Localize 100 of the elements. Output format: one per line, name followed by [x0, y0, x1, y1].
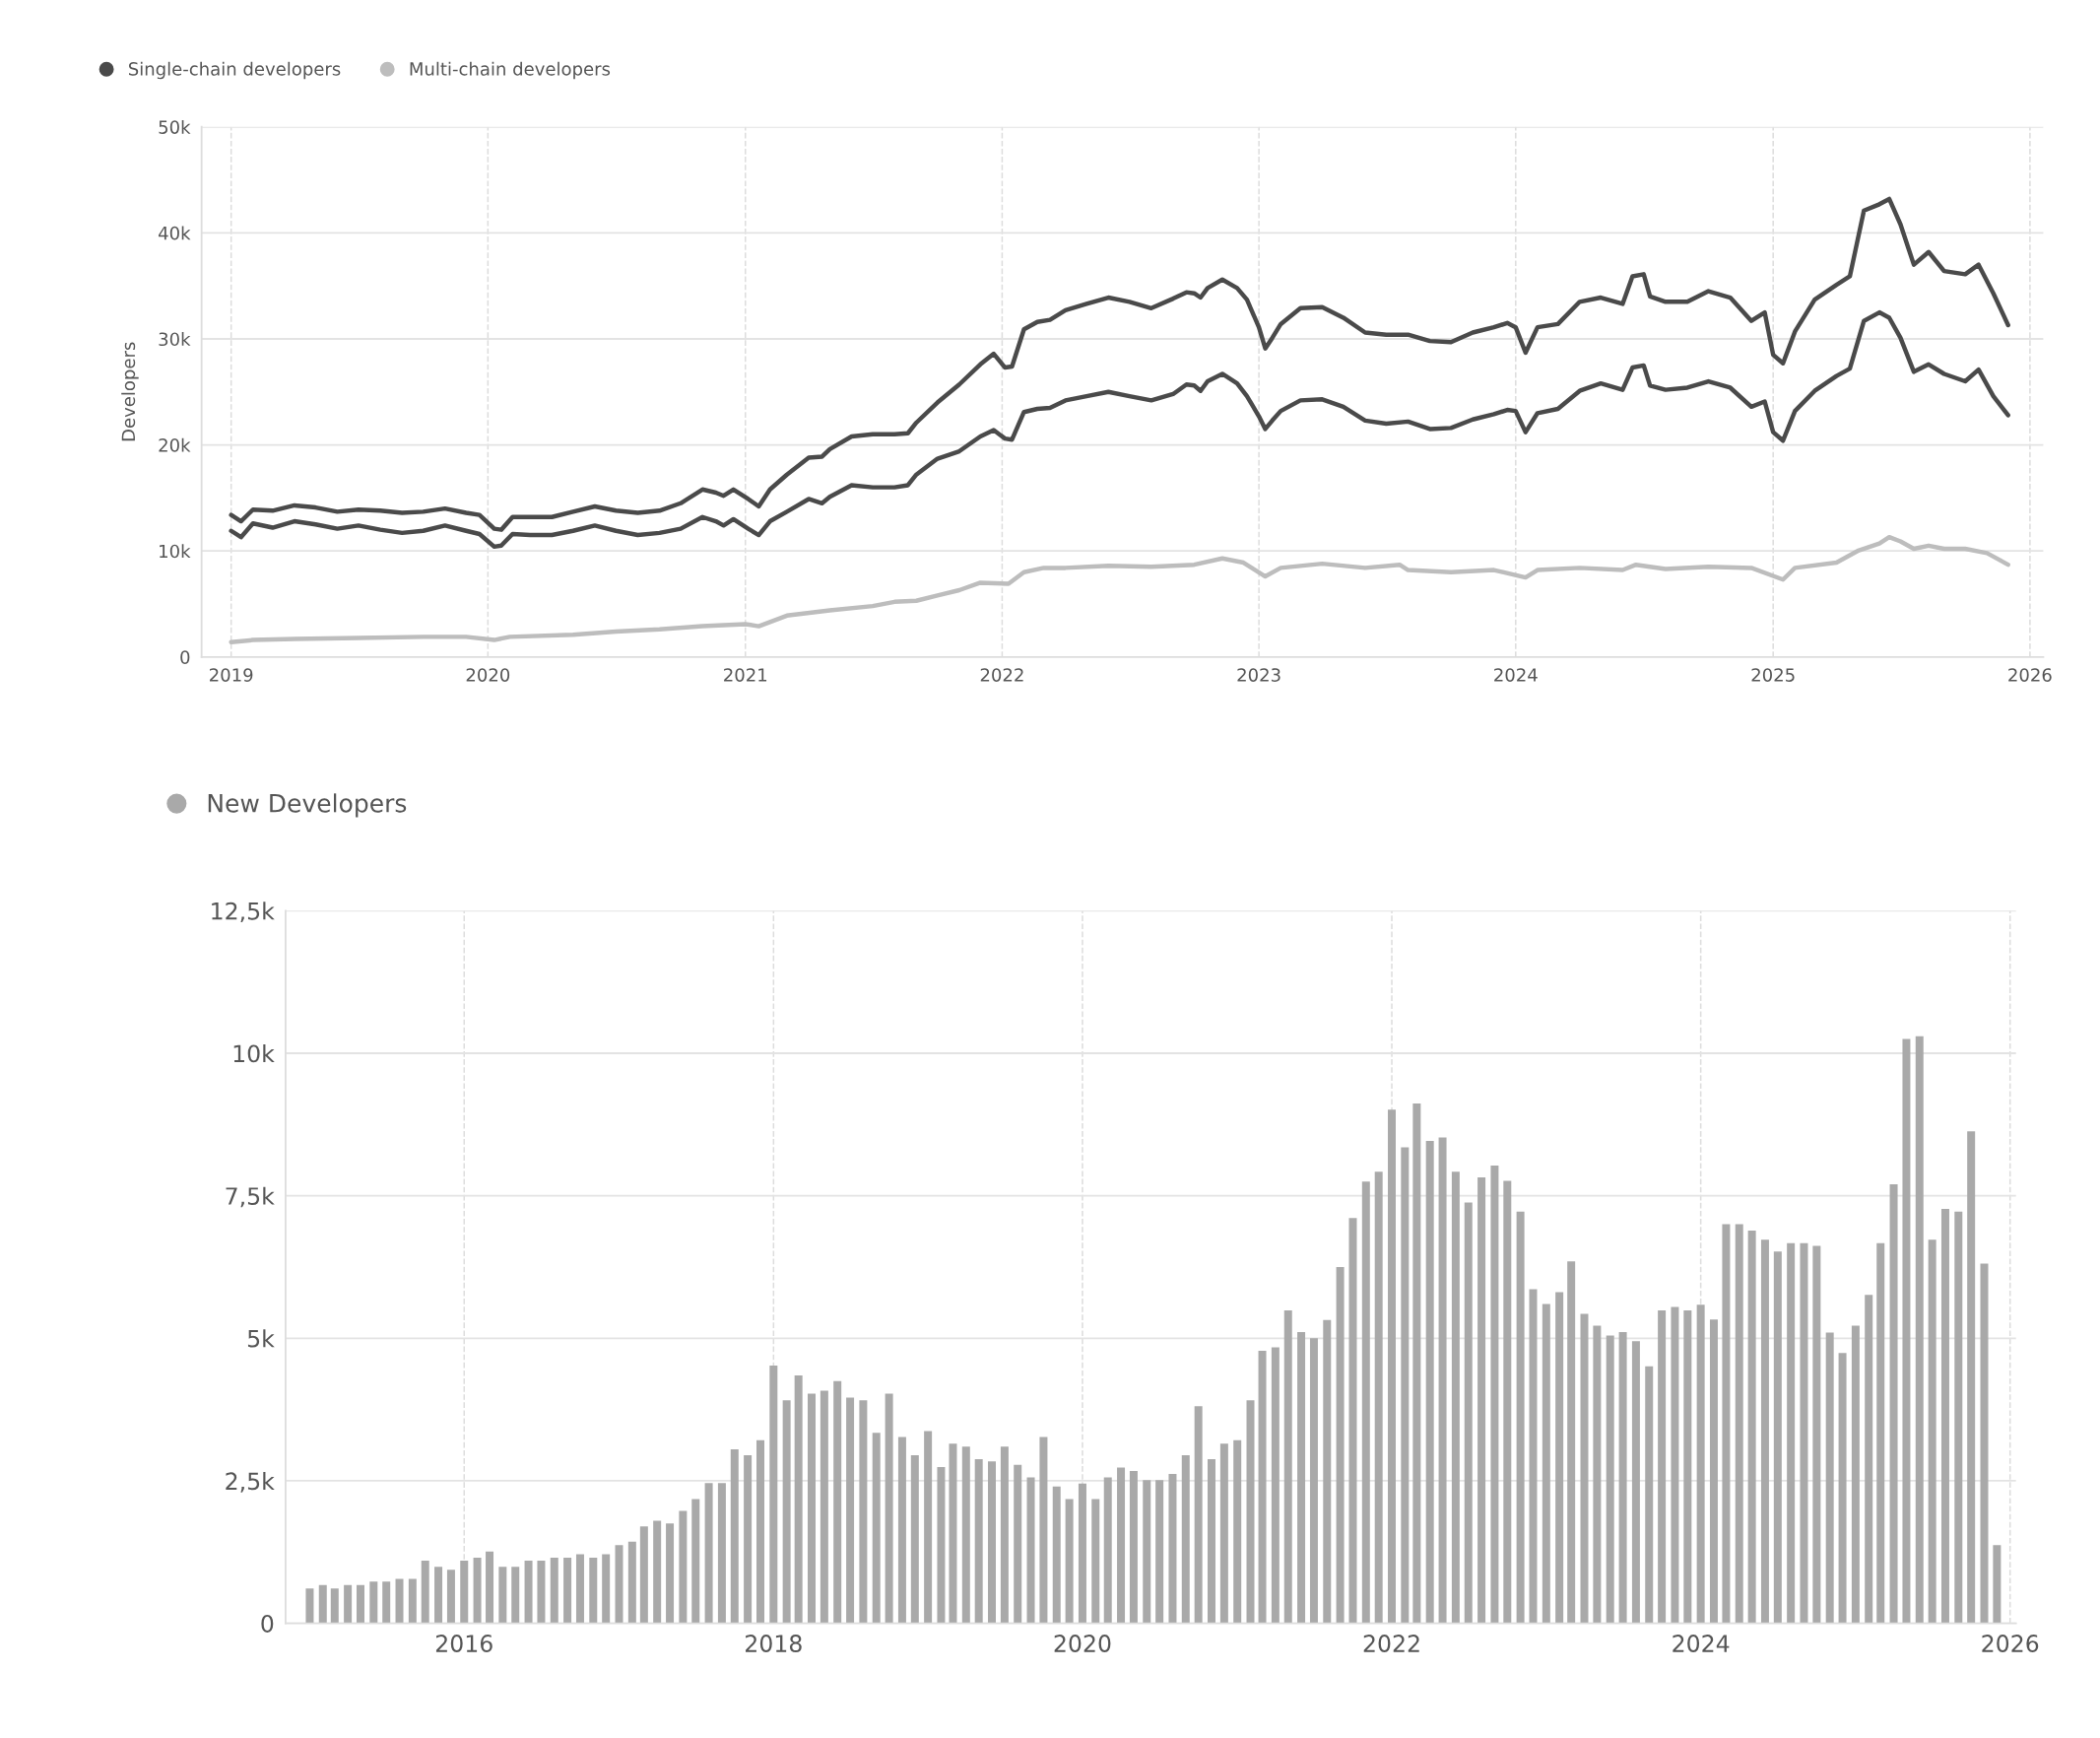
bar: [1606, 1335, 1614, 1624]
bar: [1889, 1184, 1898, 1624]
x-tick-label: 2023: [1237, 668, 1280, 682]
bar: [1503, 1180, 1512, 1624]
bar: [1618, 1331, 1627, 1624]
bar: [486, 1551, 494, 1624]
bar: [1516, 1211, 1525, 1624]
bar: [395, 1578, 404, 1624]
bar: [782, 1400, 791, 1624]
x-tick-label: 2025: [1751, 668, 1795, 682]
bar: [1117, 1467, 1126, 1624]
bar: [1323, 1319, 1332, 1624]
bar: [1168, 1473, 1177, 1624]
y-axis-title: Developers: [121, 342, 139, 441]
bar: [1065, 1499, 1074, 1624]
bar: [1401, 1147, 1410, 1624]
bar: [1103, 1477, 1112, 1624]
bar: [1993, 1545, 2002, 1624]
bar: [318, 1584, 327, 1624]
bar: [846, 1397, 855, 1624]
bar: [1851, 1325, 1860, 1624]
y-tick-label: 30k: [159, 332, 191, 347]
bar: [820, 1390, 828, 1624]
bar: [1348, 1218, 1357, 1624]
bar: [1207, 1458, 1215, 1624]
bar: [1722, 1224, 1731, 1624]
bar: [794, 1374, 803, 1624]
bar: [524, 1560, 533, 1624]
bar: [885, 1393, 893, 1624]
bar: [1014, 1464, 1022, 1624]
bar: [627, 1541, 636, 1624]
x-tick-label: 2019: [210, 668, 253, 682]
bar: [305, 1588, 314, 1624]
x-tick-label: 2024: [1494, 668, 1538, 682]
bar: [949, 1443, 957, 1624]
x-tick-label: 2026: [2008, 668, 2052, 682]
bar: [1143, 1480, 1151, 1624]
bar: [1580, 1313, 1589, 1624]
bar: [769, 1366, 778, 1624]
bar: [382, 1581, 391, 1624]
bar: [1194, 1406, 1203, 1624]
y-tick-label: 20k: [159, 437, 191, 452]
bar: [1388, 1109, 1397, 1624]
bar: [1825, 1332, 1834, 1624]
bar: [1865, 1295, 1873, 1624]
bar: [1258, 1351, 1267, 1624]
bar: [602, 1554, 611, 1624]
bar: [511, 1567, 520, 1624]
bar: [704, 1483, 713, 1624]
bar: [1490, 1165, 1499, 1624]
bar: [1271, 1347, 1280, 1624]
bar: [1787, 1242, 1796, 1624]
bar: [1876, 1242, 1885, 1624]
bar: [756, 1439, 764, 1624]
bar: [408, 1578, 417, 1624]
bar: [1773, 1251, 1782, 1624]
bar: [1954, 1211, 1963, 1624]
y-tick-label: 10k: [233, 1044, 275, 1063]
bar: [575, 1554, 584, 1624]
bar: [1039, 1437, 1048, 1624]
x-tick-label: 2021: [724, 668, 767, 682]
bar: [1219, 1443, 1228, 1624]
y-tick-label: 2,5k: [226, 1471, 275, 1493]
bar: [1078, 1483, 1086, 1624]
bar: [1155, 1480, 1164, 1624]
bar: [897, 1437, 906, 1624]
y-tick-label: 0: [261, 1615, 274, 1633]
legend-label: Single-chain developers: [128, 61, 341, 80]
bar: [1283, 1309, 1292, 1624]
bar: [730, 1449, 739, 1624]
line-series: [229, 309, 2010, 550]
bar: [974, 1458, 983, 1624]
bar: [1374, 1171, 1383, 1624]
x-tick-label: 2020: [466, 668, 510, 682]
bar: [833, 1380, 842, 1624]
bar: [369, 1581, 378, 1624]
bar: [988, 1461, 996, 1624]
x-tick-label: 2016: [435, 1635, 492, 1652]
bar: [679, 1510, 688, 1624]
bar: [744, 1454, 753, 1624]
bar: [1412, 1103, 1421, 1624]
bar: [1181, 1454, 1190, 1624]
bar: [639, 1526, 648, 1624]
bar: [1246, 1400, 1255, 1624]
bar: [344, 1584, 353, 1624]
bar: [961, 1446, 970, 1624]
bar: [1940, 1208, 1949, 1624]
bar: [1309, 1338, 1318, 1624]
bar: [1671, 1306, 1679, 1624]
bar: [1645, 1366, 1654, 1624]
bar: [1967, 1131, 1976, 1624]
bar: [1902, 1038, 1911, 1624]
bar: [1800, 1242, 1808, 1624]
bar: [1451, 1171, 1460, 1624]
bar: [807, 1393, 816, 1624]
bar: [924, 1431, 933, 1624]
x-tick-label: 2022: [1363, 1635, 1419, 1652]
bar: [1542, 1304, 1550, 1624]
bar: [1052, 1486, 1061, 1624]
bar: [1812, 1245, 1821, 1624]
